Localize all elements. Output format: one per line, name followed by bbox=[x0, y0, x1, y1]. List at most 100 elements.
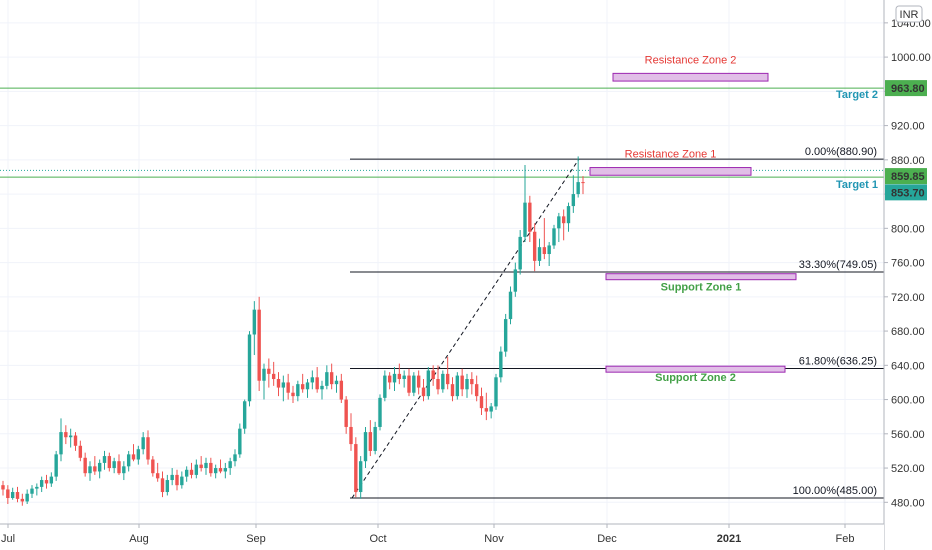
candle-body bbox=[445, 373, 450, 385]
price-tag-label: 853.70 bbox=[891, 187, 925, 199]
candle-body bbox=[78, 445, 83, 458]
zone-label: Support Zone 2 bbox=[655, 372, 736, 384]
zone-box bbox=[605, 273, 797, 281]
fibonacci-levels: 0.00%(880.90) 33.30%(749.05) 61.80%(636.25… bbox=[0, 87, 884, 499]
candle-body bbox=[30, 488, 34, 494]
candle-body bbox=[184, 469, 189, 477]
candle-body bbox=[25, 493, 29, 502]
candle-body bbox=[470, 379, 474, 385]
candle-body bbox=[213, 468, 218, 474]
zone-label: Resistance Zone 1 bbox=[625, 149, 717, 161]
candle-body bbox=[344, 399, 348, 427]
candle-body bbox=[39, 480, 44, 487]
candle-body bbox=[383, 375, 387, 398]
time-tick-label: Sep bbox=[246, 533, 266, 545]
candle-body bbox=[296, 384, 300, 397]
candle-body bbox=[450, 384, 455, 397]
candle-body bbox=[402, 375, 406, 380]
candle-body bbox=[131, 454, 136, 460]
candle-body bbox=[300, 384, 305, 390]
candle-body bbox=[494, 377, 498, 407]
trend-line bbox=[351, 158, 580, 499]
zone-box bbox=[612, 72, 769, 82]
candle-body bbox=[576, 182, 580, 195]
candle-body bbox=[479, 396, 484, 409]
candle-body bbox=[329, 372, 334, 385]
candle-body bbox=[513, 269, 518, 292]
candle-body bbox=[136, 449, 141, 460]
price-tick-label: 1000.00 bbox=[891, 52, 931, 64]
candle-body bbox=[315, 377, 319, 390]
candle-body bbox=[233, 454, 237, 462]
candle-body bbox=[537, 247, 542, 261]
candle-body bbox=[15, 492, 20, 499]
price-tick-label: 880.00 bbox=[891, 155, 925, 167]
candle-body bbox=[59, 432, 63, 455]
candle-body bbox=[199, 464, 203, 469]
candle-body bbox=[431, 370, 435, 380]
zone-box bbox=[605, 365, 786, 373]
price-tick-label: 760.00 bbox=[891, 258, 925, 270]
candle-body bbox=[6, 489, 10, 499]
candle-body bbox=[392, 373, 397, 383]
candle-body bbox=[373, 426, 377, 451]
candle-body bbox=[83, 457, 87, 474]
price-axis[interactable]: 1040.001000.00960.00920.00880.00840.0080… bbox=[883, 0, 932, 550]
target-label: Target 2 bbox=[836, 89, 878, 101]
chart-grid bbox=[0, 0, 884, 524]
candle-body bbox=[523, 202, 527, 237]
candle-body bbox=[155, 473, 160, 479]
candle-body bbox=[165, 480, 170, 493]
candle-body bbox=[508, 291, 513, 320]
candle-body bbox=[10, 492, 15, 499]
candle-body bbox=[218, 468, 223, 472]
candle-body bbox=[378, 397, 382, 427]
candle-body bbox=[271, 373, 276, 380]
candle-body bbox=[532, 231, 537, 261]
zone-box bbox=[589, 167, 752, 176]
time-tick-label: Dec bbox=[597, 533, 617, 545]
price-tag bbox=[885, 80, 927, 97]
candle-body bbox=[320, 385, 324, 390]
currency-badge-label: INR bbox=[900, 9, 919, 21]
candle-body bbox=[528, 202, 532, 232]
fib-level-label: 61.80%(636.25) bbox=[799, 356, 877, 368]
candle-body bbox=[358, 461, 363, 493]
candle-body bbox=[286, 382, 290, 393]
price-tag-label: 963.80 bbox=[891, 83, 925, 95]
candle-body bbox=[44, 480, 49, 484]
time-tick-label: Oct bbox=[369, 533, 386, 545]
candle-body bbox=[460, 375, 464, 390]
candle-body bbox=[20, 498, 25, 502]
candle-body bbox=[407, 375, 411, 393]
candle-body bbox=[518, 236, 522, 270]
candle-body bbox=[262, 368, 266, 381]
candle-body bbox=[242, 401, 247, 429]
candle-body bbox=[416, 375, 421, 388]
candle-body bbox=[542, 247, 547, 255]
candle-body bbox=[160, 478, 165, 493]
zone-label: Resistance Zone 2 bbox=[645, 54, 737, 66]
candle-body bbox=[252, 309, 257, 335]
candle-body bbox=[571, 194, 576, 207]
price-tick-label: 560.00 bbox=[891, 429, 925, 441]
candle-body bbox=[421, 387, 426, 397]
candle-body bbox=[180, 476, 184, 486]
time-tick-label: Jul bbox=[1, 533, 15, 545]
candle-body bbox=[49, 476, 54, 484]
time-tick-label: 2021 bbox=[717, 533, 741, 545]
candle-body bbox=[339, 380, 344, 400]
price-tick-label: 480.00 bbox=[891, 497, 925, 509]
fib-level-label: 33.30%(749.05) bbox=[799, 259, 877, 271]
candle-body bbox=[35, 486, 39, 489]
candle-body bbox=[247, 334, 252, 402]
candle-body bbox=[112, 461, 116, 469]
price-tick-label: 600.00 bbox=[891, 395, 925, 407]
candle-body bbox=[363, 432, 368, 462]
candle-body bbox=[499, 351, 503, 378]
candle-body bbox=[1, 485, 5, 490]
time-axis[interactable]: Jul Aug Sep Oct Nov Dec 2021 Feb bbox=[0, 523, 884, 550]
candle-body bbox=[387, 375, 392, 383]
candle-body bbox=[368, 432, 373, 451]
